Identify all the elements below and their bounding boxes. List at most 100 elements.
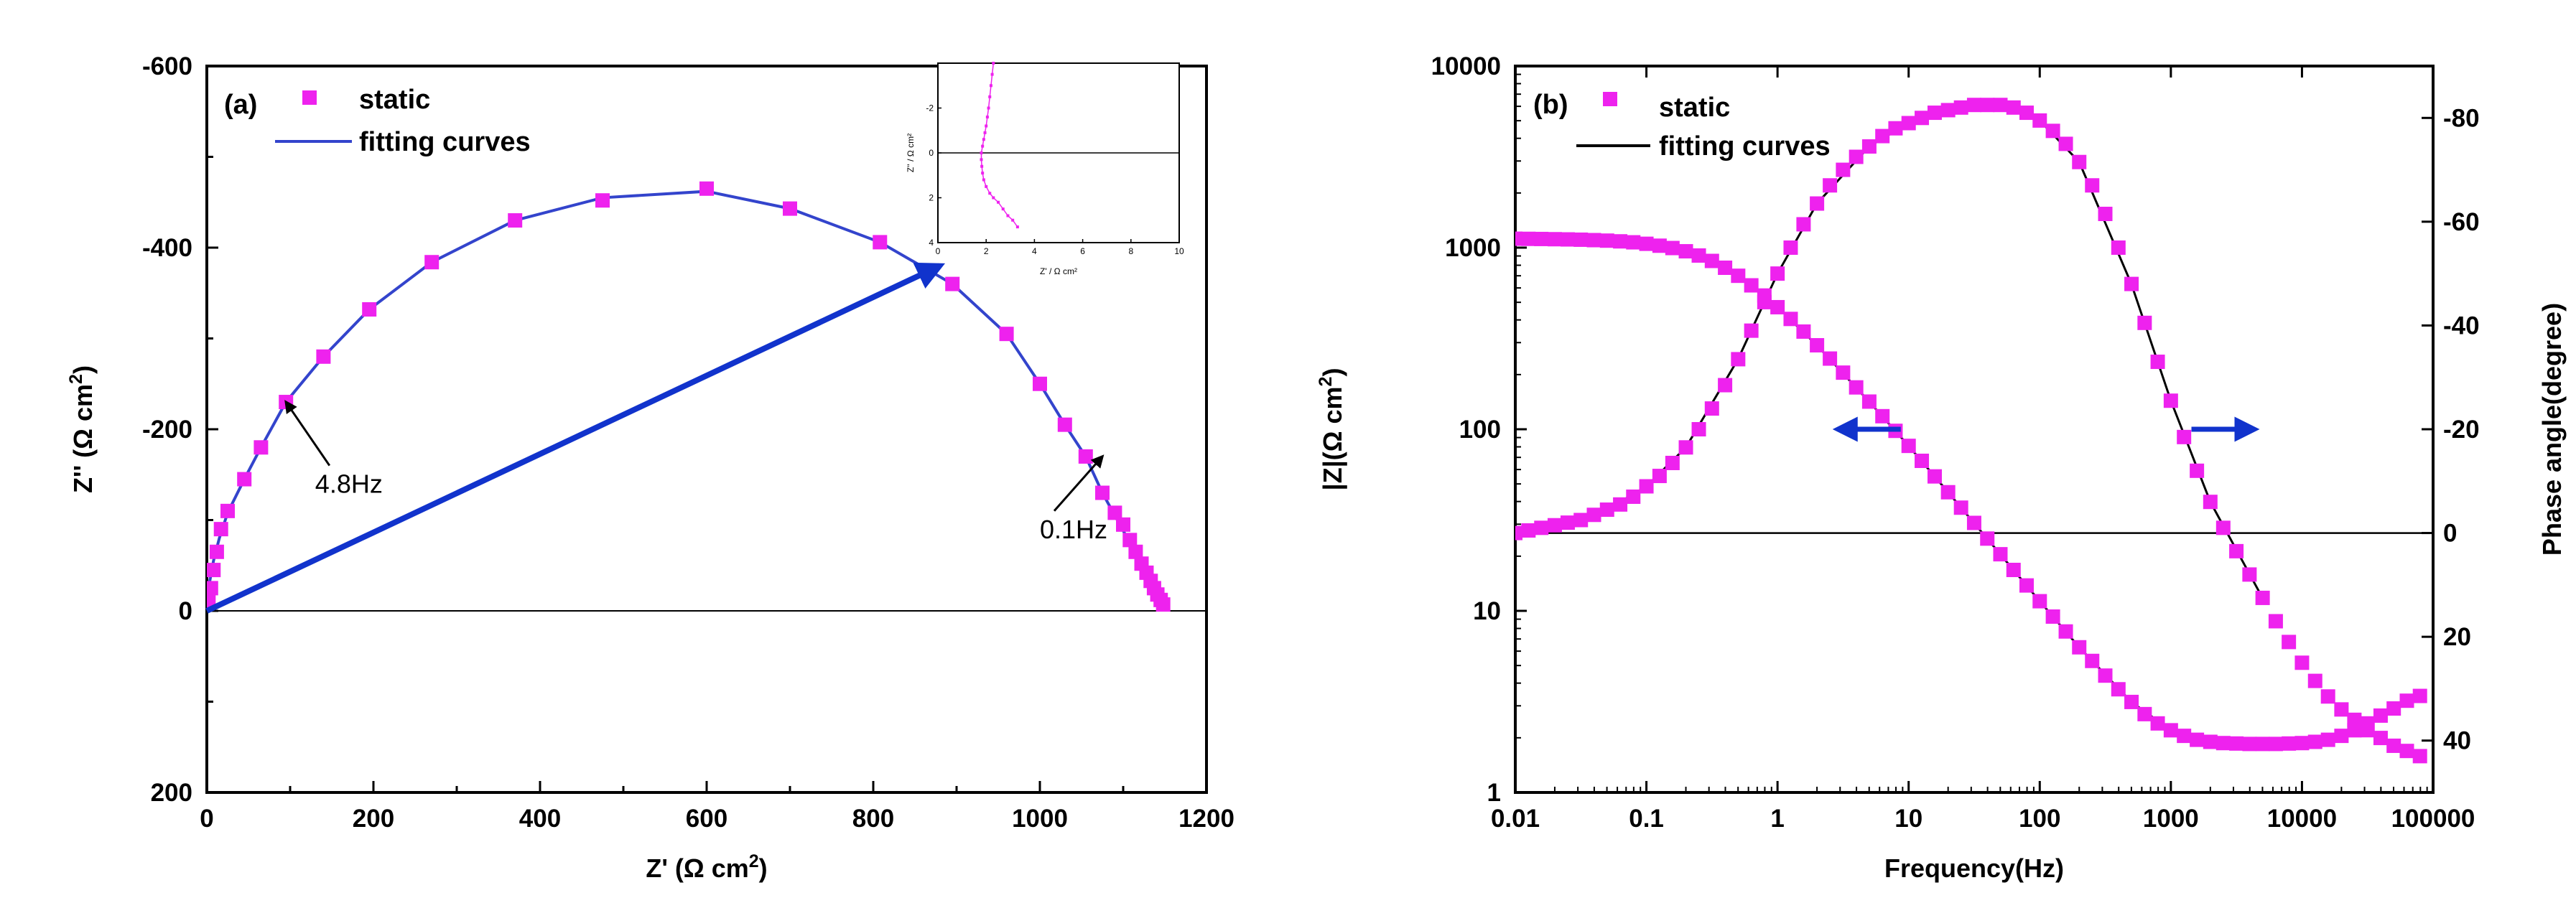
inset-x-label: Z' / Ω cm² — [1040, 266, 1077, 276]
inset-point — [997, 200, 1000, 204]
data-point — [1783, 312, 1798, 327]
data-point — [2386, 701, 2401, 716]
data-point — [595, 193, 610, 208]
data-point — [1652, 469, 1667, 484]
panel-a-x-axis-title: Z' (Ω cm2) — [646, 851, 767, 883]
data-point — [1033, 376, 1047, 391]
data-point — [1980, 531, 1995, 546]
inset-point — [1001, 207, 1005, 211]
data-point — [2307, 734, 2322, 749]
y-tick-label: -200 — [142, 416, 192, 444]
data-point — [1849, 380, 1864, 395]
data-point — [699, 181, 714, 196]
data-point — [1691, 248, 1706, 263]
y2-tick-label: -20 — [2443, 416, 2480, 444]
data-point — [1757, 294, 1772, 309]
data-point — [2072, 154, 2087, 169]
data-point — [1915, 454, 1930, 469]
data-point — [1107, 505, 1122, 520]
data-point — [1678, 244, 1693, 259]
panel-b-ticks — [1514, 65, 2435, 794]
y-tick-label: -600 — [142, 52, 192, 80]
data-point — [2124, 694, 2139, 709]
data-point — [1599, 502, 1614, 518]
data-point — [1626, 235, 1641, 250]
inset-y-tick-label: 0 — [929, 148, 934, 158]
data-point — [1534, 520, 1549, 535]
data-point — [207, 581, 218, 596]
data-point — [2098, 668, 2113, 683]
data-point — [2006, 100, 2021, 115]
inset-point — [980, 164, 984, 168]
data-point — [2150, 716, 2165, 731]
y-tick-label: 10 — [1473, 597, 1501, 625]
inset-point — [987, 106, 990, 110]
data-point — [1875, 408, 1890, 424]
inset-y-tick-label: 2 — [929, 193, 934, 203]
y2-tick-label: -80 — [2443, 104, 2480, 132]
data-point — [2255, 590, 2270, 605]
annotation-leader — [284, 400, 331, 467]
inset-point — [985, 116, 989, 118]
annotation-label: 4.8Hz — [315, 469, 383, 499]
data-point — [2399, 744, 2414, 759]
data-point — [945, 276, 960, 291]
data-point — [2058, 136, 2073, 151]
data-point — [2203, 734, 2218, 749]
data-point — [1613, 234, 1628, 249]
data-point — [1836, 365, 1851, 380]
data-point — [1927, 106, 1942, 121]
inset-x-tick-label: 2 — [984, 246, 989, 256]
data-point — [2294, 736, 2310, 751]
x-tick-label: 10000 — [2267, 805, 2337, 833]
data-point — [207, 563, 221, 578]
data-point — [2032, 113, 2047, 128]
data-point — [2215, 736, 2231, 751]
data-point — [1547, 518, 1562, 533]
data-point — [1744, 278, 1759, 293]
inset-point — [1011, 218, 1015, 222]
data-point — [2019, 578, 2034, 593]
data-point — [1993, 547, 2008, 562]
y-tick-label: -400 — [142, 234, 192, 262]
data-point — [2373, 708, 2388, 723]
data-point — [1901, 116, 1916, 131]
inset-y-tick-label: 4 — [929, 238, 934, 248]
data-point — [2124, 276, 2139, 291]
x-tick-label: 200 — [353, 805, 394, 833]
data-point — [1770, 266, 1785, 281]
inset-point — [982, 138, 985, 141]
data-point — [1573, 232, 1589, 247]
data-point — [1665, 240, 1680, 256]
data-point — [508, 213, 523, 228]
inset-point — [982, 178, 985, 182]
inset-point — [980, 158, 983, 162]
data-point — [1626, 489, 1641, 504]
data-point — [2190, 463, 2205, 478]
data-point — [1744, 323, 1759, 338]
data-point — [1639, 236, 1654, 251]
data-point — [2255, 736, 2270, 752]
data-point — [1078, 449, 1093, 464]
inset-y-label: Z'' / Ω cm² — [906, 134, 916, 172]
y-tick-label: 1000 — [1445, 234, 1501, 262]
panel-b-x-tick-labels: 0.01 0.1 1 10 100 1000 10000 100000 — [1491, 805, 2475, 833]
data-point — [1953, 100, 1968, 115]
x-tick-label: 100 — [2019, 805, 2060, 833]
data-point — [2150, 355, 2165, 370]
panel-a-x-tick-labels: 0 200 400 600 800 1000 1200 — [200, 805, 1234, 833]
data-point — [2347, 712, 2362, 727]
data-point — [2203, 495, 2218, 510]
panel-a-legend-fitting: fitting curves — [359, 127, 531, 157]
x-tick-label: 0.01 — [1491, 805, 1540, 833]
inset-point — [980, 151, 983, 154]
data-point — [999, 327, 1014, 342]
data-point — [2334, 729, 2349, 744]
data-point — [1718, 261, 1733, 276]
data-point — [2242, 736, 2257, 752]
data-point — [2085, 178, 2100, 193]
data-point — [2360, 723, 2375, 738]
data-point — [1940, 485, 1956, 500]
panel-b-label: (b) — [1533, 90, 1568, 120]
panel-b-static-points — [1515, 98, 2427, 764]
